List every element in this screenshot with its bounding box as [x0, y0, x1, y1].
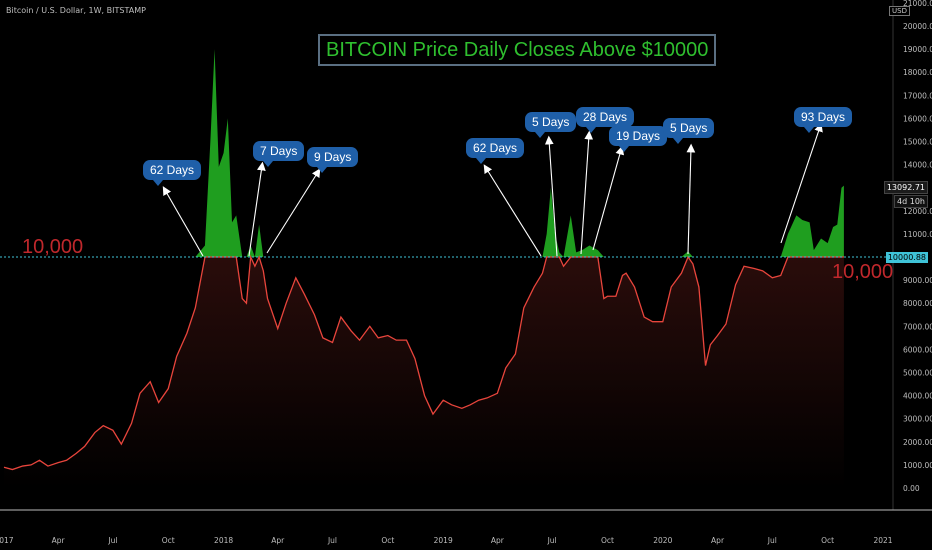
- annotation-arrow: [686, 143, 696, 255]
- annotation-bubble: 28 Days: [576, 107, 635, 133]
- annotation-bubble: 9 Days: [307, 147, 359, 173]
- threshold-label-right: 10,000: [832, 261, 894, 283]
- y-tick-label: 11000.00: [903, 230, 932, 239]
- annotation-arrow: [544, 135, 558, 257]
- x-tick-label: Oct: [821, 536, 834, 545]
- annotation-arrows: [162, 122, 823, 257]
- threshold-price-tag: 10000.88: [885, 252, 928, 263]
- above-threshold-fill: [4, 49, 844, 257]
- x-tick-label: Apr: [491, 536, 505, 545]
- y-tick-label: 18000.00: [903, 68, 932, 77]
- y-tick-label: 19000.00: [903, 45, 932, 54]
- y-tick-label: 7000.00: [903, 322, 932, 331]
- y-tick-label: 21000.00: [903, 0, 932, 8]
- annotation-bubble: 19 Days: [609, 126, 668, 152]
- x-tick-label: 2019: [434, 536, 453, 545]
- above-area-group: [4, 49, 844, 257]
- y-tick-label: 1000.00: [903, 461, 932, 470]
- x-tick-label: Apr: [52, 536, 66, 545]
- annotation-bubble: 62 Days: [143, 160, 202, 186]
- threshold-label-left: 10,000: [22, 236, 84, 258]
- annotation-bubble: 5 Days: [525, 112, 577, 138]
- y-tick-label: 14000.00: [903, 161, 932, 170]
- y-tick-label: 16000.00: [903, 114, 932, 123]
- annotation-bubble: 62 Days: [466, 138, 525, 164]
- y-tick-label: 8000.00: [903, 299, 932, 308]
- y-tick-label: 20000.00: [903, 22, 932, 31]
- y-tick-label: 2000.00: [903, 438, 932, 447]
- x-tick-label: Jul: [327, 536, 337, 545]
- x-tick-label: 2021: [873, 536, 892, 545]
- chart-title: BITCOIN Price Daily Closes Above $10000: [318, 34, 717, 66]
- x-tick-label: 2018: [214, 536, 233, 545]
- y-tick-label: 3000.00: [903, 415, 932, 424]
- y-tick-label: 15000.00: [903, 138, 932, 147]
- annotation-arrow: [580, 130, 594, 255]
- x-tick-label: 2020: [653, 536, 672, 545]
- x-tick-label: Oct: [381, 536, 394, 545]
- y-tick-label: 5000.00: [903, 369, 932, 378]
- currency-tag: USD: [889, 6, 910, 16]
- price-line: [3, 254, 844, 471]
- x-tick-label: Jul: [107, 536, 117, 545]
- annotation-arrow: [592, 145, 625, 251]
- below-area-group: [4, 257, 844, 488]
- annotation-arrow: [266, 168, 321, 254]
- annotation-arrow: [483, 164, 542, 257]
- x-tick-label: 2017: [0, 536, 14, 545]
- x-tick-label: Oct: [162, 536, 175, 545]
- below-threshold-fill: [4, 257, 844, 488]
- x-tick-label: Jul: [767, 536, 777, 545]
- price-line-group: [3, 254, 844, 471]
- y-tick-label: 4000.00: [903, 392, 932, 401]
- x-axis: 2017 Apr Jul Oct 2018 Apr Jul Oct 2019 Apr Jul Oct 2…: [0, 509, 932, 545]
- y-tick-label: 0.00: [903, 484, 920, 493]
- annotation-arrow: [780, 122, 823, 244]
- annotation-arrow: [162, 186, 204, 257]
- y-tick-label: 9000.00: [903, 276, 932, 285]
- x-tick-label: Jul: [547, 536, 557, 545]
- x-tick-label: Apr: [711, 536, 725, 545]
- x-tick-label: Oct: [601, 536, 614, 545]
- annotation-bubble: 93 Days: [794, 107, 853, 133]
- annotation-bubble: 5 Days: [663, 118, 715, 144]
- annotation-arrow: [248, 161, 266, 257]
- y-tick-label: 6000.00: [903, 345, 932, 354]
- annotation-bubble: 7 Days: [253, 141, 305, 167]
- countdown-tag: 4d 10h: [894, 195, 928, 208]
- y-tick-label: 12000.00: [903, 207, 932, 216]
- current-price-tag: 13092.71: [883, 181, 928, 194]
- symbol-title: Bitcoin / U.S. Dollar, 1W, BITSTAMP: [6, 6, 146, 15]
- x-tick-label: Apr: [271, 536, 285, 545]
- y-tick-label: 17000.00: [903, 91, 932, 100]
